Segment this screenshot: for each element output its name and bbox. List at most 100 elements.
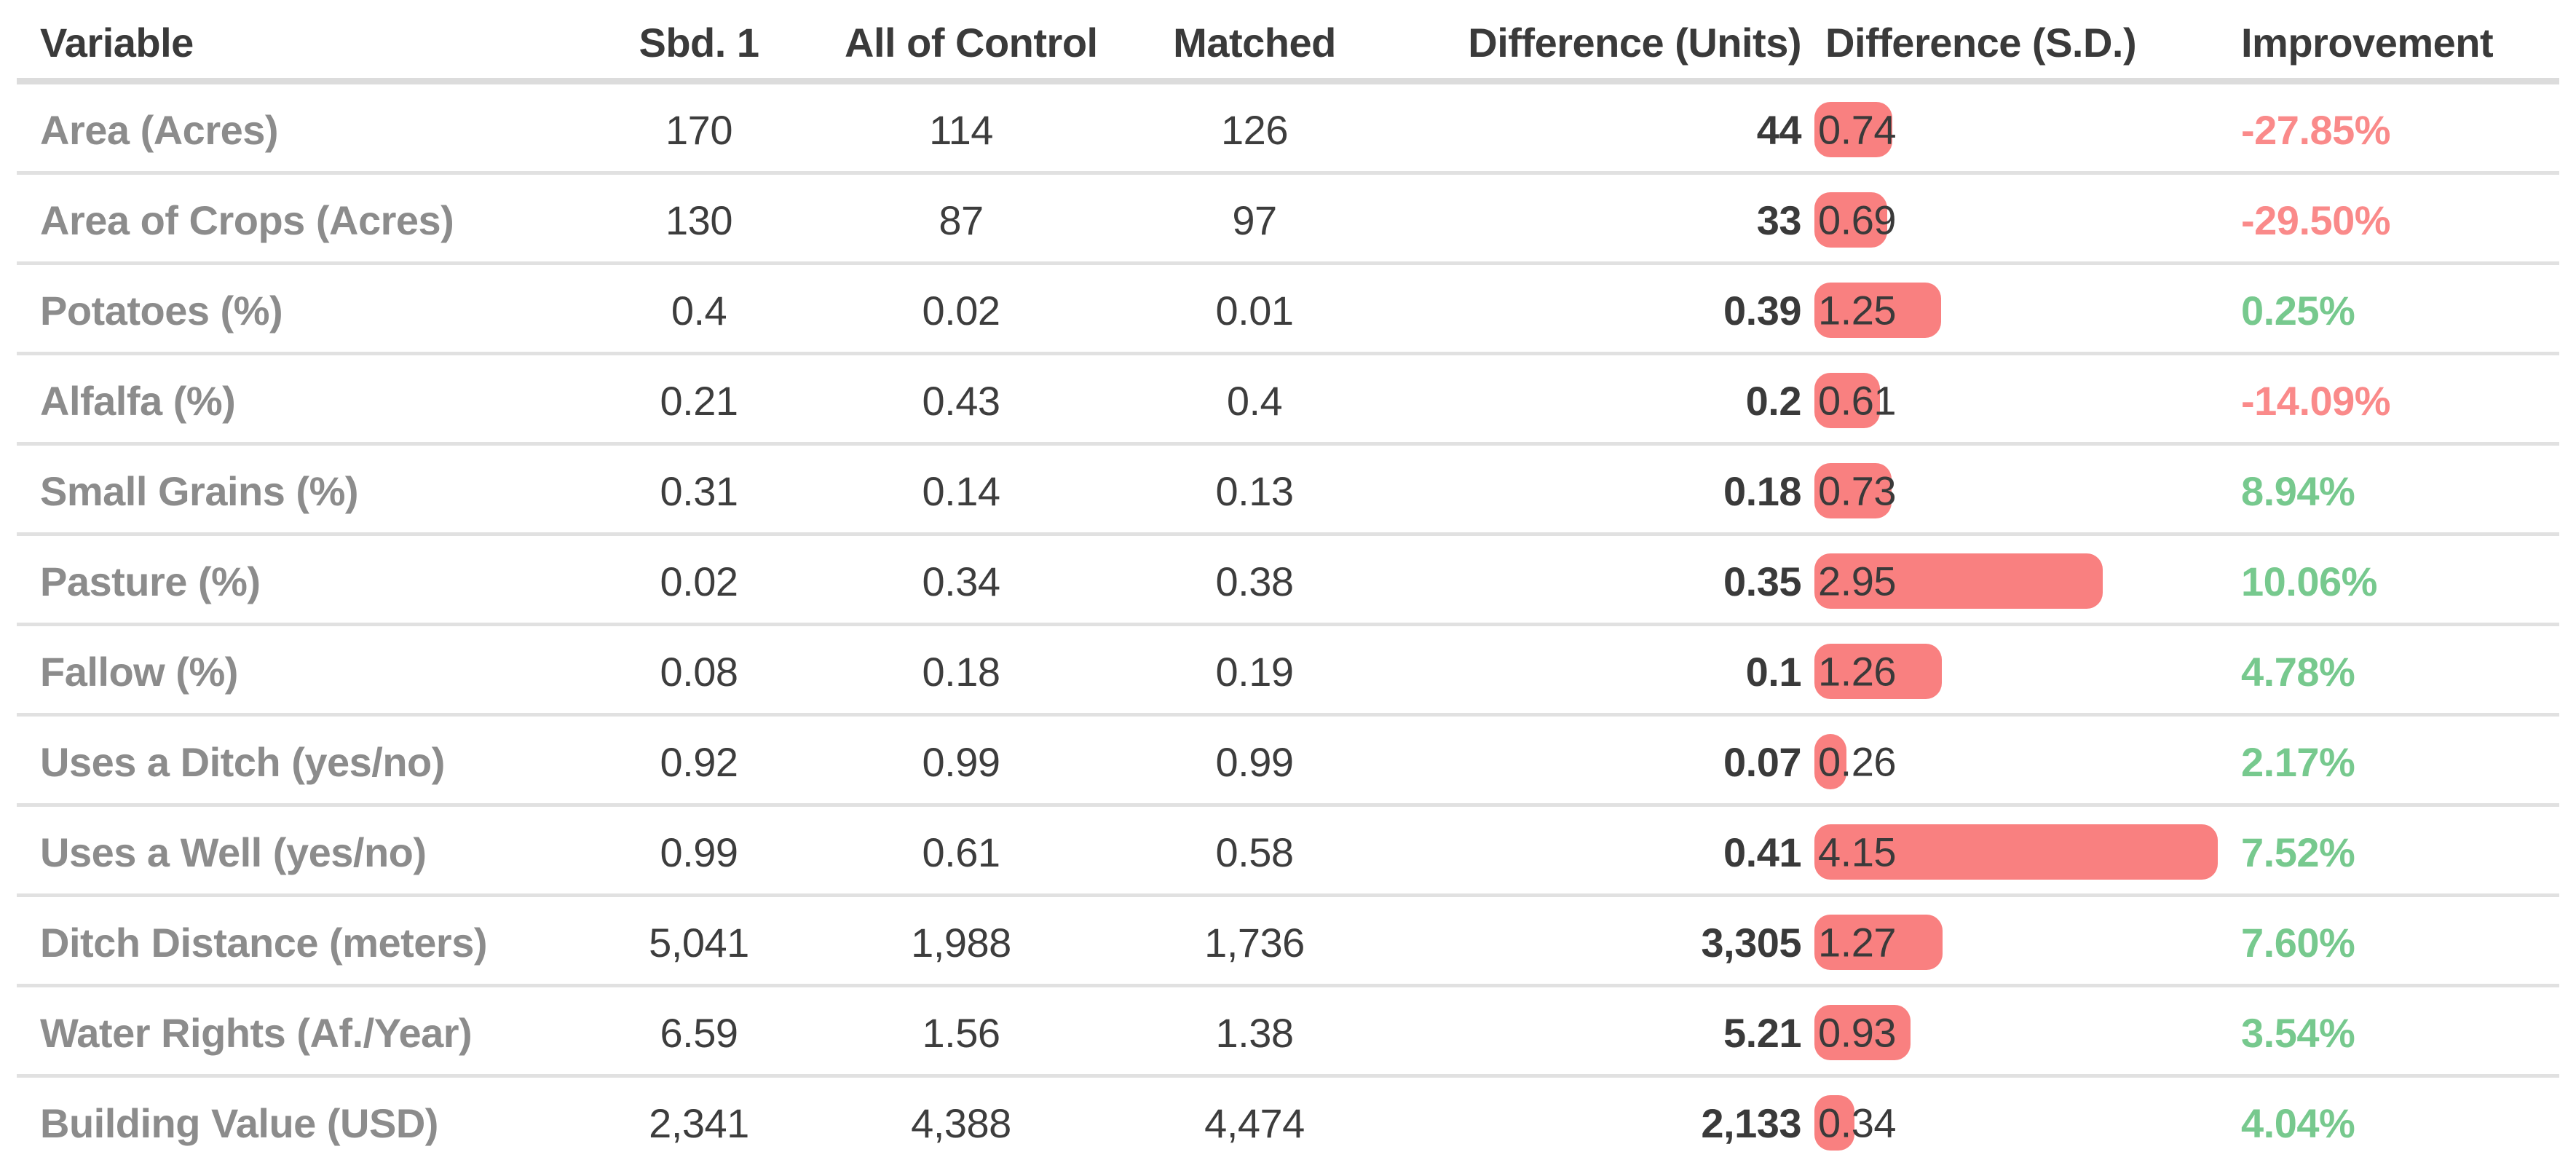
cell-sbd1: 0.02 — [660, 558, 739, 604]
cell-difference-units: 0.2 — [1745, 377, 1802, 424]
sd-value: 0.74 — [1818, 106, 1897, 153]
cell-all-of-control: 1,988 — [911, 919, 1011, 966]
sd-bar — [1814, 283, 1941, 338]
cell-difference-units: 0.35 — [1723, 558, 1802, 604]
cell-matched: 0.4 — [1226, 377, 1283, 424]
cell-improvement: 3.54% — [2241, 1009, 2355, 1056]
cell-sbd1: 2,341 — [649, 1100, 749, 1146]
cell-all-of-control: 4,388 — [911, 1100, 1011, 1146]
cell-matched: 0.38 — [1215, 558, 1295, 604]
cell-improvement: -27.85% — [2241, 106, 2391, 153]
row-label: Pasture (%) — [40, 558, 261, 604]
header-improvement: Improvement — [2241, 19, 2494, 66]
cell-sbd1: 5,041 — [649, 919, 749, 966]
cell-improvement: 7.60% — [2241, 919, 2355, 966]
sd-value: 4.15 — [1818, 829, 1897, 875]
sd-value: 0.34 — [1818, 1100, 1897, 1146]
cell-all-of-control: 0.61 — [922, 829, 1001, 875]
header-difference-units: Difference (Units) — [1468, 19, 1801, 66]
cell-difference-sd: 0.34 — [1806, 1078, 2213, 1168]
table-row: Area of Crops (Acres) 130 87 97 33 0.69 -29.50… — [0, 175, 2576, 265]
sd-bar — [1814, 373, 1880, 428]
sd-value: 0.61 — [1818, 377, 1897, 424]
sd-bar — [1814, 824, 2218, 880]
row-label: Uses a Ditch (yes/no) — [40, 738, 445, 785]
sd-bar — [1814, 644, 1942, 699]
table-row: Uses a Ditch (yes/no) 0.92 0.99 0.99 0.07 0.2… — [0, 717, 2576, 807]
cell-all-of-control: 0.14 — [922, 467, 1001, 514]
cell-sbd1: 0.21 — [660, 377, 739, 424]
cell-difference-sd: 1.27 — [1806, 897, 2213, 987]
cell-sbd1: 170 — [665, 106, 732, 153]
cell-difference-units: 44 — [1756, 106, 1802, 153]
sd-bar — [1814, 1005, 1911, 1060]
cell-matched: 1.38 — [1215, 1009, 1295, 1056]
cell-matched: 0.19 — [1215, 648, 1295, 695]
cell-difference-sd: 1.25 — [1806, 265, 2213, 355]
cell-matched: 0.58 — [1215, 829, 1295, 875]
table-row: Area (Acres) 170 114 126 44 0.74 -27.85% — [0, 84, 2576, 175]
table-row: Potatoes (%) 0.4 0.02 0.01 0.39 1.25 0.25% — [0, 265, 2576, 355]
sd-value: 0.69 — [1818, 197, 1897, 243]
cell-sbd1: 0.99 — [660, 829, 739, 875]
cell-improvement: 4.04% — [2241, 1100, 2355, 1146]
sd-bar — [1814, 463, 1892, 518]
cell-matched: 0.13 — [1215, 467, 1295, 514]
table-row: Alfalfa (%) 0.21 0.43 0.4 0.2 0.61 -14.09% — [0, 355, 2576, 446]
cell-difference-sd: 0.73 — [1806, 446, 2213, 536]
cell-difference-sd: 2.95 — [1806, 536, 2213, 626]
cell-improvement: -29.50% — [2241, 197, 2391, 243]
sd-bar — [1814, 1095, 1854, 1151]
cell-sbd1: 0.92 — [660, 738, 739, 785]
cell-difference-units: 0.18 — [1723, 467, 1802, 514]
sd-bar — [1814, 915, 1943, 970]
row-label: Alfalfa (%) — [40, 377, 236, 424]
cell-all-of-control: 0.02 — [922, 287, 1001, 334]
cell-matched: 0.99 — [1215, 738, 1295, 785]
header-sbd1: Sbd. 1 — [639, 19, 759, 66]
table-row: Fallow (%) 0.08 0.18 0.19 0.1 1.26 4.78% — [0, 626, 2576, 717]
cell-difference-units: 2,133 — [1701, 1100, 1801, 1146]
cell-difference-units: 5.21 — [1723, 1009, 1802, 1056]
table-body: Area (Acres) 170 114 126 44 0.74 -27.85% Area o… — [0, 84, 2576, 1168]
cell-all-of-control: 114 — [929, 106, 993, 153]
header-difference-sd: Difference (S.D.) — [1825, 19, 2137, 66]
sd-value: 2.95 — [1818, 558, 1897, 604]
sd-bar — [1814, 553, 2103, 609]
cell-sbd1: 0.4 — [671, 287, 727, 334]
cell-difference-sd: 0.61 — [1806, 355, 2213, 446]
row-label: Small Grains (%) — [40, 467, 359, 514]
row-label: Building Value (USD) — [40, 1100, 438, 1146]
row-label: Water Rights (Af./Year) — [40, 1009, 473, 1056]
cell-sbd1: 6.59 — [660, 1009, 739, 1056]
row-label: Uses a Well (yes/no) — [40, 829, 427, 875]
cell-all-of-control: 1.56 — [922, 1009, 1001, 1056]
cell-improvement: 8.94% — [2241, 467, 2355, 514]
sd-value: 0.93 — [1818, 1009, 1897, 1056]
cell-difference-sd: 0.26 — [1806, 717, 2213, 807]
cell-all-of-control: 0.43 — [922, 377, 1001, 424]
row-label: Fallow (%) — [40, 648, 238, 695]
sd-value: 1.26 — [1818, 648, 1897, 695]
cell-all-of-control: 0.99 — [922, 738, 1001, 785]
sd-value: 1.25 — [1818, 287, 1897, 334]
table-row: Water Rights (Af./Year) 6.59 1.56 1.38 5.21 0… — [0, 987, 2576, 1078]
cell-all-of-control: 87 — [939, 197, 984, 243]
table-header-row: Variable Sbd. 1 All of Control Matched D… — [0, 0, 2576, 84]
cell-improvement: 4.78% — [2241, 648, 2355, 695]
cell-difference-sd: 4.15 — [1806, 807, 2218, 897]
row-label: Area of Crops (Acres) — [40, 197, 454, 243]
header-matched: Matched — [1173, 19, 1336, 66]
cell-improvement: 0.25% — [2241, 287, 2355, 334]
cell-improvement: 7.52% — [2241, 829, 2355, 875]
cell-difference-units: 0.39 — [1723, 287, 1802, 334]
row-label: Ditch Distance (meters) — [40, 919, 488, 966]
cell-difference-units: 33 — [1756, 197, 1802, 243]
sd-value: 0.73 — [1818, 467, 1897, 514]
cell-sbd1: 0.31 — [660, 467, 739, 514]
cell-matched: 97 — [1232, 197, 1277, 243]
sd-value: 0.26 — [1818, 738, 1897, 785]
cell-difference-sd: 0.93 — [1806, 987, 2213, 1078]
cell-difference-units: 0.07 — [1723, 738, 1802, 785]
